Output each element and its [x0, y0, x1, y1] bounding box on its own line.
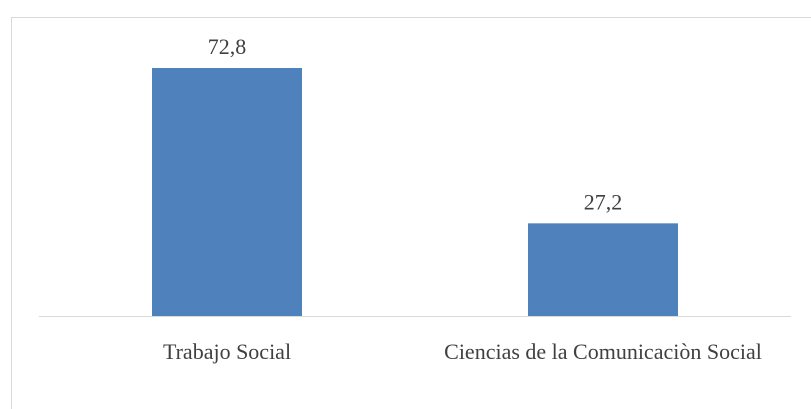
x-tick-label: Trabajo Social [162, 339, 292, 364]
value-label: 27,2 [584, 189, 623, 214]
bar [528, 223, 678, 316]
value-label: 72,8 [208, 34, 247, 59]
chart-frame [11, 17, 811, 409]
x-tick-label: Ciencias de la Comunicaciòn Social [444, 339, 762, 364]
bar [152, 68, 302, 316]
